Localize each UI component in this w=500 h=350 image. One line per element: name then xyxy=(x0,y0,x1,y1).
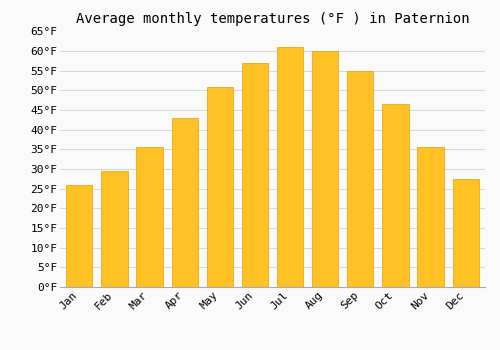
Bar xyxy=(452,179,479,287)
Bar xyxy=(172,118,198,287)
Bar xyxy=(347,71,374,287)
Bar xyxy=(136,147,162,287)
Bar xyxy=(66,185,92,287)
Bar xyxy=(242,63,268,287)
Bar xyxy=(418,147,444,287)
Bar xyxy=(277,47,303,287)
Bar xyxy=(206,86,233,287)
Title: Average monthly temperatures (°F ) in Paternion: Average monthly temperatures (°F ) in Pa… xyxy=(76,12,469,26)
Bar xyxy=(312,51,338,287)
Bar xyxy=(102,171,128,287)
Bar xyxy=(382,104,408,287)
